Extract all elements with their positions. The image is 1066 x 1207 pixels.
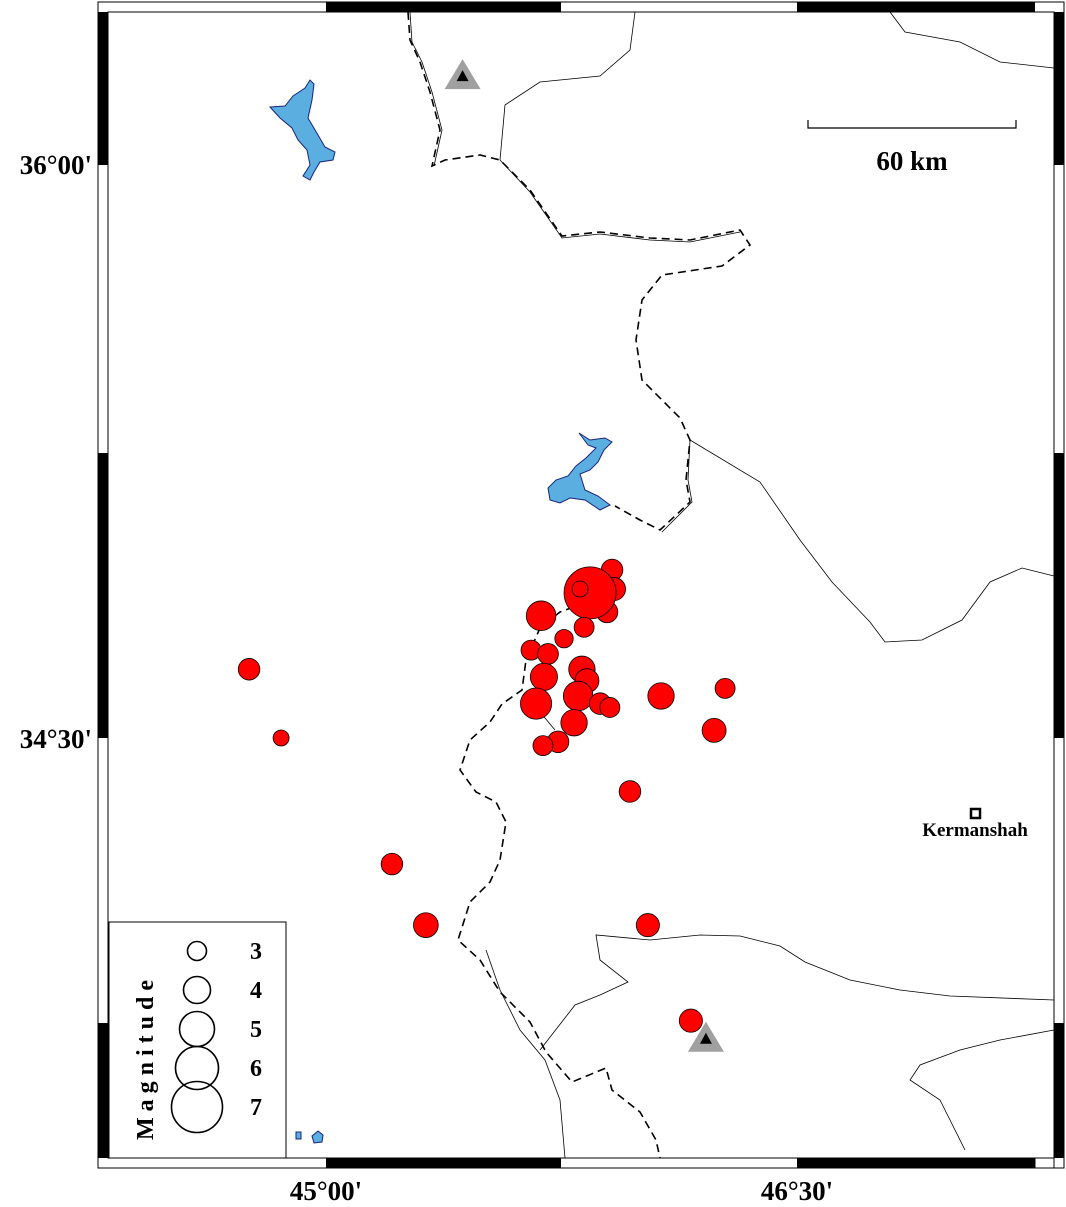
earthquake-event <box>678 1008 703 1033</box>
legend-circle-icon <box>182 975 212 1005</box>
earthquake-event <box>571 580 589 598</box>
province-boundary-south <box>539 934 1055 1051</box>
earthquake-event <box>635 913 660 938</box>
magnitude-legend: Magnitude 3 4 5 6 7 <box>108 921 287 1159</box>
earthquake-event <box>237 658 261 681</box>
international-border <box>407 11 752 1159</box>
province-boundary-ne <box>889 11 1055 69</box>
province-boundary-east <box>689 439 1055 643</box>
city-label: Kermanshah <box>922 820 1028 841</box>
earthquake-event <box>532 735 554 757</box>
scale-bar: 60 km <box>807 120 1017 176</box>
earthquake-event <box>560 709 588 737</box>
earthquake-event <box>525 600 557 631</box>
legend-magnitude-label: 3 <box>250 939 262 965</box>
station-triangle-icon <box>444 59 481 90</box>
lake-north <box>268 79 336 181</box>
legend-magnitude-label: 6 <box>250 1056 262 1082</box>
earthquake-event <box>520 687 553 720</box>
earthquake-events <box>237 558 736 1033</box>
lakes <box>268 79 613 1144</box>
legend-circle-icon <box>186 940 208 962</box>
earthquake-event <box>714 677 736 699</box>
earthquake-event <box>647 682 675 710</box>
border-line <box>409 11 741 1159</box>
station-triangle-icon <box>687 1021 724 1052</box>
stations <box>444 59 724 1052</box>
scale-bar-label: 60 km <box>876 146 948 176</box>
boundaries <box>407 11 1055 1159</box>
earthquake-event <box>573 616 595 638</box>
earthquake-event <box>554 629 574 649</box>
earthquake-event <box>272 729 290 747</box>
lat-label-36-00: 36°00' <box>20 150 92 180</box>
earthquake-event <box>599 697 621 718</box>
lake-central <box>547 432 613 511</box>
legend-magnitude-label: 7 <box>250 1095 262 1121</box>
legend-magnitude-label: 4 <box>250 978 262 1004</box>
lon-label-46-30: 46°30' <box>761 1176 833 1206</box>
earthquake-event <box>562 680 594 712</box>
city-marker-icon <box>969 807 982 820</box>
earthquake-event <box>618 780 642 803</box>
lat-label-34-30: 34°30' <box>20 724 92 754</box>
lon-label-45-00: 45°00' <box>290 1176 362 1206</box>
lake-sw-1 <box>295 1131 302 1140</box>
city-kermanshah: Kermanshah <box>922 807 1028 841</box>
legend-circle-icon <box>170 1080 224 1134</box>
earthquake-event <box>537 643 559 665</box>
earthquake-event <box>701 717 727 743</box>
earthquake-event <box>413 912 439 938</box>
province-boundary-north <box>499 11 636 161</box>
lake-sw-2 <box>311 1130 324 1144</box>
legend-title: Magnitude <box>133 974 159 1140</box>
earthquake-event <box>380 852 404 876</box>
legend-magnitude-label: 5 <box>250 1017 262 1043</box>
legend-circle-icon <box>174 1045 220 1091</box>
earthquake-event <box>529 662 558 691</box>
province-boundary-se <box>909 1029 1055 1151</box>
earthquake-event <box>563 566 617 620</box>
